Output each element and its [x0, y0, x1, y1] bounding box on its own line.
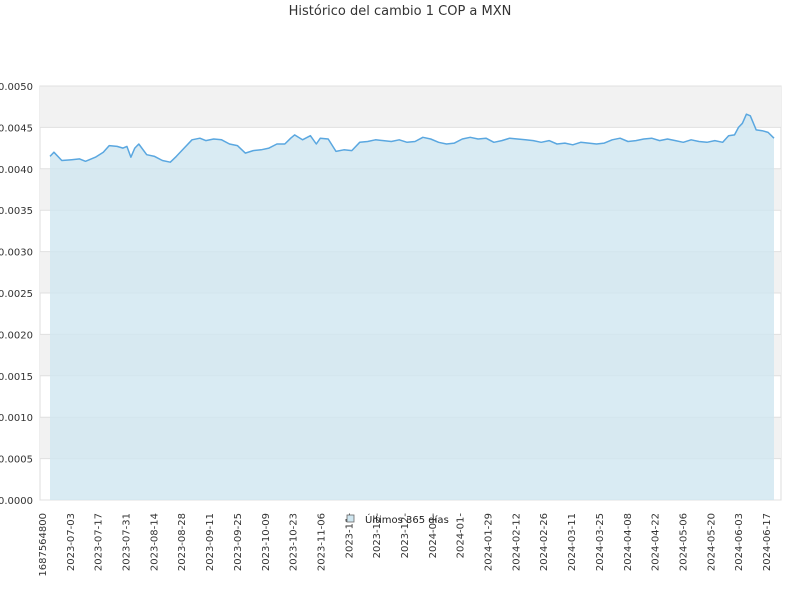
x-tick-label: 2024-06-03	[734, 513, 745, 571]
x-tick-label: 2023-07-17	[94, 513, 105, 571]
y-tick-label: 0.0035	[0, 206, 33, 217]
y-tick-label: 0.0040	[0, 165, 33, 176]
y-tick-label: 0.0030	[0, 248, 33, 259]
x-tick-label: 2023-10-23	[289, 513, 300, 571]
y-tick-label: 0.0005	[0, 455, 33, 466]
x-tick-label: 2023-12-	[372, 513, 383, 559]
x-tick-label: 2023-12-	[400, 513, 411, 559]
x-tick-label: 2024-02-12	[511, 513, 522, 571]
x-tick-label: 2023-07-03	[66, 513, 77, 571]
y-tick-label: 0.0045	[0, 123, 33, 134]
x-tick-label: 2023-10-09	[261, 513, 272, 571]
x-tick-label: 2024-01-29	[484, 513, 495, 571]
x-tick-label: 2023-11-	[344, 513, 355, 559]
series-area-fill	[50, 114, 774, 500]
legend-label[interactable]: Últimos 365 días	[365, 513, 449, 526]
x-tick-label: 2024-01-	[456, 513, 467, 559]
y-tick-label: 0.0050	[0, 82, 33, 93]
x-tick-label: 2024-03-11	[567, 513, 578, 571]
x-tick-label: 2023-08-14	[149, 513, 160, 571]
x-tick-label: 1687564800	[38, 513, 49, 577]
series-line	[49, 113, 775, 163]
legend-swatch[interactable]	[346, 514, 355, 523]
y-tick-label: 0.0010	[0, 413, 33, 424]
x-tick-label: 2024-01-	[428, 513, 439, 559]
legend[interactable]: Últimos 365 días	[346, 513, 449, 526]
y-tick-label: 0.0015	[0, 372, 33, 383]
x-axis-ticks: 1687564800 2023-07-03 2023-07-17 2023-07-31…	[38, 513, 773, 577]
y-tick-label: 0.0020	[0, 330, 33, 341]
x-tick-label: 2024-04-08	[623, 513, 634, 571]
y-tick-label: 0.0000	[0, 496, 33, 507]
background-band	[40, 86, 781, 128]
x-tick-label: 2024-03-25	[595, 513, 606, 571]
x-tick-label: 2024-06-17	[762, 513, 773, 571]
y-tick-label: 0.0025	[0, 289, 33, 300]
x-tick-label: 2024-04-22	[651, 513, 662, 571]
x-tick-label: 2024-05-20	[706, 513, 717, 571]
x-tick-label: 2024-02-26	[539, 513, 550, 571]
x-tick-label: 2023-09-25	[233, 513, 244, 571]
x-tick-label: 2024-05-06	[678, 513, 689, 571]
x-tick-label: 2023-11-06	[316, 513, 327, 571]
x-tick-label: 2023-07-31	[122, 513, 133, 571]
y-axis-ticks: 0.0000 0.0005 0.0010 0.0015 0.0020 0.0025 0.00…	[0, 82, 33, 507]
x-tick-label: 2023-08-28	[177, 513, 188, 571]
chart-title: Histórico del cambio 1 COP a MXN	[289, 4, 512, 19]
x-tick-label: 2023-09-11	[205, 513, 216, 571]
